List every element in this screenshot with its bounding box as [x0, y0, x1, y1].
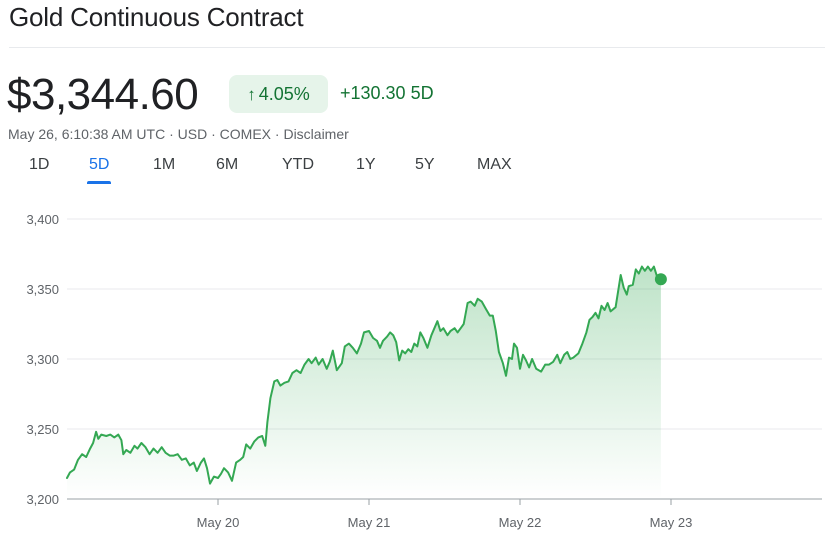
y-tick-label: 3,300 — [26, 352, 59, 367]
meta-separator: · — [169, 126, 174, 142]
current-price: $3,344.60 — [7, 70, 199, 119]
change-absolute-value: +130.30 — [340, 83, 406, 103]
tab-1y[interactable]: 1Y — [356, 156, 376, 173]
tab-5d[interactable]: 5D — [86, 156, 112, 184]
quote-currency: USD — [177, 126, 208, 142]
y-axis: 3,200 3,250 3,300 3,350 3,400 — [26, 212, 59, 507]
tab-6m[interactable]: 6M — [216, 156, 239, 173]
change-absolute: +130.30 5D — [340, 83, 434, 104]
meta-separator: · — [211, 126, 216, 142]
tab-1m[interactable]: 1M — [153, 156, 176, 173]
y-tick-label: 3,400 — [26, 212, 59, 227]
arrow-up-icon: ↑ — [247, 84, 256, 104]
quote-exchange: COMEX — [219, 126, 271, 142]
meta-separator: · — [274, 126, 280, 142]
change-period: 5D — [410, 83, 434, 103]
page-title: Gold Continuous Contract — [9, 2, 304, 32]
x-tick-label: May 21 — [348, 515, 391, 530]
y-tick-label: 3,200 — [26, 492, 59, 507]
change-percent: 4.05% — [258, 83, 310, 104]
disclaimer-link[interactable]: Disclaimer — [283, 126, 349, 142]
x-axis: May 20 May 21 May 22 May 23 — [197, 499, 693, 530]
price-line — [66, 265, 662, 485]
tab-max[interactable]: MAX — [477, 156, 512, 173]
tab-ytd[interactable]: YTD — [282, 156, 314, 173]
price-area-fill — [67, 266, 661, 499]
quote-meta: May 26, 6:10:38 AM UTC · USD · COMEX · D… — [8, 126, 349, 142]
tab-1d[interactable]: 1D — [29, 156, 50, 173]
quote-timestamp: May 26, 6:10:38 AM UTC — [8, 126, 166, 142]
last-price-dot — [654, 273, 667, 286]
change-percent-badge: ↑ 4.05% — [229, 75, 328, 113]
y-tick-label: 3,250 — [26, 422, 59, 437]
x-tick-label: May 22 — [499, 515, 542, 530]
x-tick-label: May 20 — [197, 515, 240, 530]
tab-5y[interactable]: 5Y — [415, 156, 435, 173]
y-tick-label: 3,350 — [26, 282, 59, 297]
header-divider — [9, 47, 825, 48]
x-tick-label: May 23 — [650, 515, 693, 530]
